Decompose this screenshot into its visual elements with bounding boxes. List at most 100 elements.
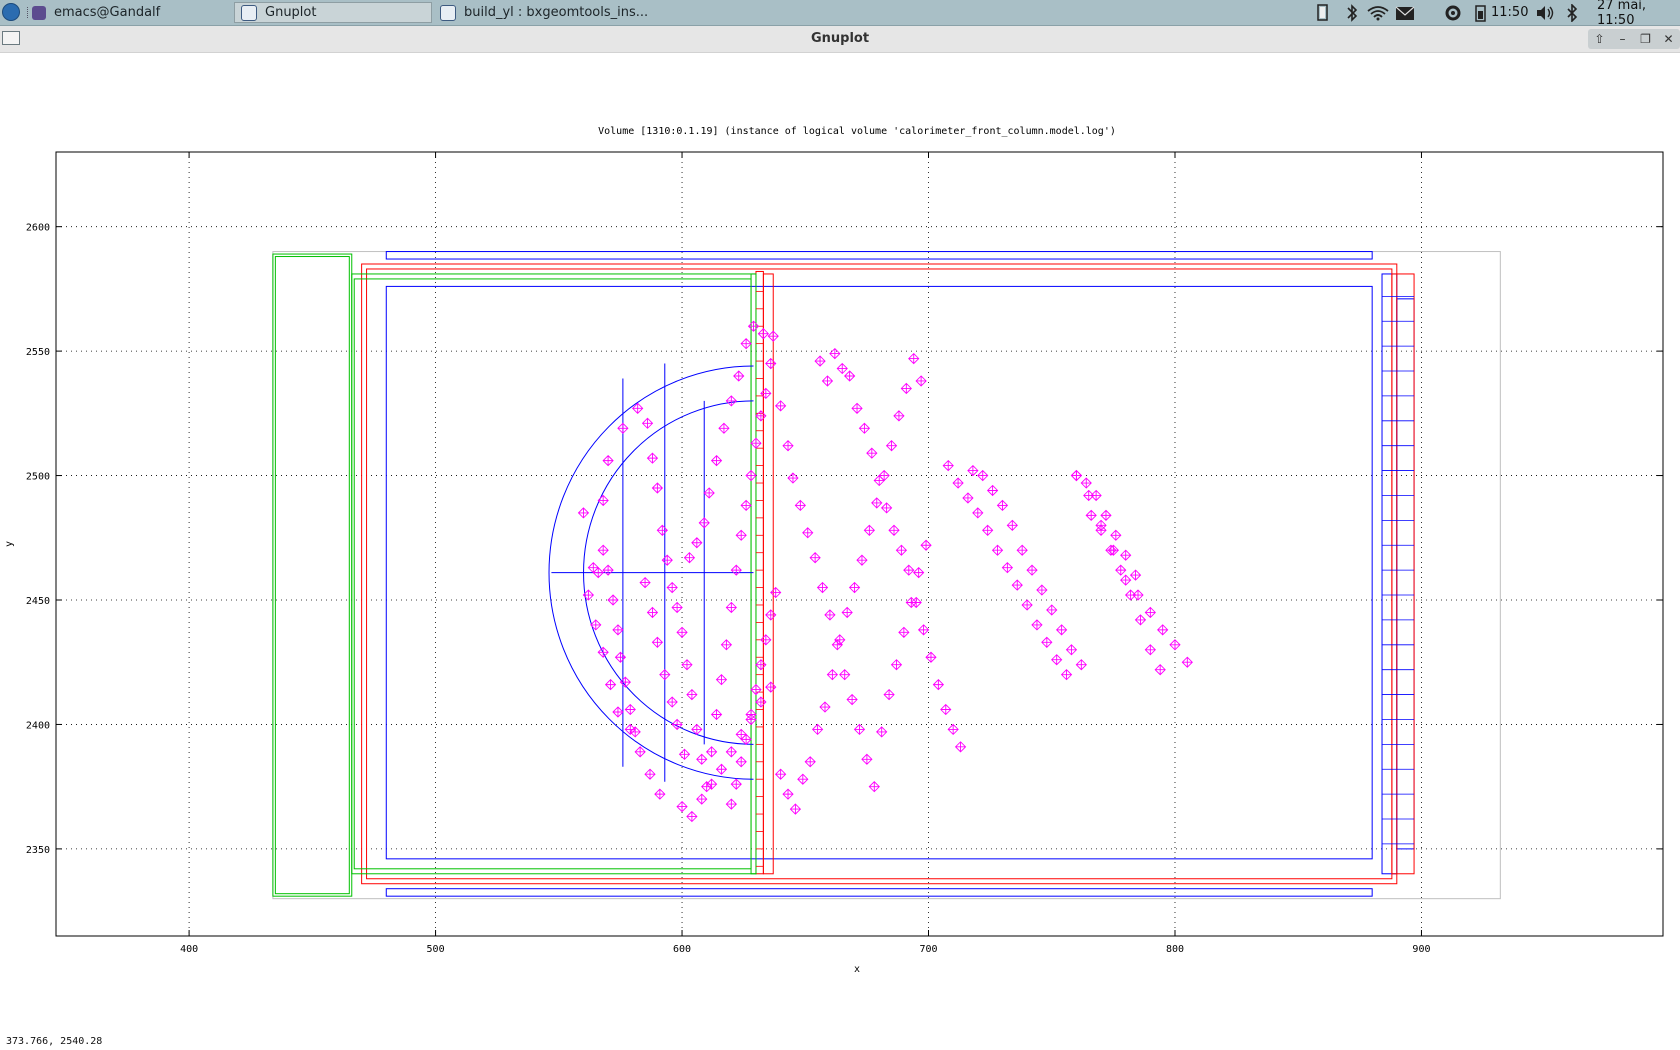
data-point <box>1070 469 1083 482</box>
data-point <box>846 693 858 706</box>
gnuplot-canvas[interactable]: Volume [1310:0.1.19] (instance of logica… <box>0 52 1680 1032</box>
battery-icon[interactable] <box>1475 5 1486 22</box>
data-point <box>715 674 728 686</box>
data-point <box>952 477 964 489</box>
data-point <box>641 417 654 429</box>
red-volume-box <box>762 273 774 875</box>
x-tick-label: 800 <box>1166 944 1184 955</box>
data-point <box>597 494 609 507</box>
volume-icon[interactable] <box>1537 6 1554 20</box>
data-point <box>903 564 915 576</box>
blue-volume-box <box>1381 273 1398 875</box>
data-point <box>705 778 718 790</box>
axis-ticks: 400 500 600 700 800 900 2350 2400 2450 2500 2550 26… <box>26 152 1663 955</box>
data-point <box>624 723 636 736</box>
bluetooth-icon[interactable] <box>1347 4 1358 22</box>
data-point <box>932 678 945 691</box>
clock[interactable]: 11:50 <box>1491 5 1529 20</box>
grid <box>56 152 1663 936</box>
data-point <box>890 659 903 671</box>
data-point <box>701 781 713 793</box>
red-volume-box <box>1391 273 1415 875</box>
data-point <box>646 452 659 464</box>
data-point <box>908 352 920 365</box>
green-volume-box <box>274 256 350 895</box>
maximize-icon[interactable]: ❐ <box>1640 32 1651 46</box>
start-menu-icon[interactable] <box>2 3 20 21</box>
data-point <box>1065 644 1078 656</box>
data-point <box>797 773 809 785</box>
data-point <box>629 726 641 738</box>
data-point <box>839 669 851 681</box>
data-point <box>1075 659 1087 671</box>
mail-icon[interactable] <box>1395 6 1415 20</box>
x-tick-label: 600 <box>673 944 691 955</box>
data-point <box>735 756 747 768</box>
data-point <box>824 609 836 621</box>
minimize-icon[interactable]: – <box>1619 32 1626 46</box>
plot-frame <box>55 151 1664 937</box>
data-point <box>681 659 693 671</box>
blue-arc <box>548 365 754 780</box>
data-point <box>1169 639 1181 651</box>
wifi-icon[interactable] <box>1367 6 1389 21</box>
data-point <box>696 793 708 805</box>
data-point <box>698 517 710 529</box>
data-point <box>977 469 989 482</box>
task-emacs[interactable]: emacs@Gandalf <box>26 2 226 23</box>
data-point <box>597 646 609 658</box>
data-point <box>954 741 967 753</box>
blue-volume-box <box>385 251 1373 260</box>
data-point <box>1051 654 1063 666</box>
data-point <box>1120 574 1132 586</box>
data-point <box>947 723 959 736</box>
data-point <box>624 703 636 716</box>
window-menu-icon[interactable] <box>2 31 20 45</box>
data-point <box>755 659 767 671</box>
data-point <box>883 688 895 701</box>
data-point <box>1134 614 1147 626</box>
task-gnuplot[interactable]: Gnuplot <box>234 2 432 23</box>
close-icon[interactable]: ✕ <box>1663 32 1674 46</box>
data-point <box>590 619 602 631</box>
emacs-icon <box>32 5 46 20</box>
battery-icon[interactable] <box>1317 4 1328 21</box>
green-volume-box <box>353 278 752 870</box>
data-point <box>967 464 979 477</box>
settings-icon[interactable] <box>1445 5 1461 21</box>
data-point <box>940 703 952 716</box>
data-point <box>844 370 856 382</box>
data-point <box>1129 569 1142 581</box>
geometry-shapes <box>272 251 1501 900</box>
mother-volume-box <box>272 251 1501 900</box>
data-point <box>614 651 627 663</box>
y-tick-label: 2550 <box>26 347 50 358</box>
data-point <box>819 701 831 713</box>
data-point <box>821 375 834 387</box>
bluetooth-icon[interactable] <box>1567 4 1578 22</box>
data-point <box>757 328 770 340</box>
data-point <box>1031 619 1043 631</box>
data-point <box>893 410 905 422</box>
data-point <box>755 410 767 422</box>
red-volume-box <box>755 270 764 875</box>
y-tick-label: 2350 <box>26 845 50 856</box>
data-point <box>880 502 893 514</box>
data-point <box>634 746 646 758</box>
data-point <box>1026 564 1038 576</box>
window-titlebar[interactable]: Gnuplot ⇧ – ❐ ✕ <box>0 26 1680 53</box>
data-point <box>866 447 878 459</box>
window-icon <box>440 4 456 21</box>
data-point <box>787 472 799 484</box>
x-tick-label: 400 <box>180 944 198 955</box>
data-point <box>1157 624 1169 636</box>
task-build[interactable]: build_yl : bxgeomtools_ins... <box>434 2 664 23</box>
data-point <box>853 723 866 736</box>
up-icon[interactable]: ⇧ <box>1594 32 1605 46</box>
data-point <box>1060 669 1073 681</box>
data-point <box>666 581 678 594</box>
data-point <box>863 524 875 536</box>
data-point <box>1080 477 1092 489</box>
data-point <box>632 402 644 414</box>
data-point <box>861 753 873 765</box>
